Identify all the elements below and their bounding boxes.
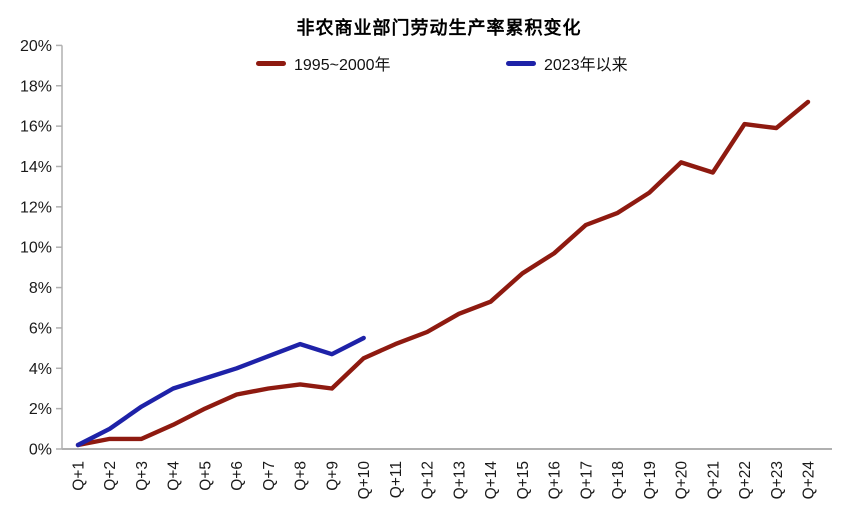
x-tick-label: Q+14 [483, 461, 500, 500]
y-tick-label: 10% [20, 240, 52, 257]
x-tick-label: Q+18 [610, 461, 627, 499]
legend-label-2023: 2023年以来 [544, 57, 628, 74]
legend-item-2023: 2023年以来 [506, 53, 628, 74]
x-tick-label: Q+3 [134, 461, 151, 491]
x-tick-label: Q+13 [451, 461, 468, 499]
x-tick-label: Q+19 [642, 461, 659, 499]
x-tick-label: Q+23 [769, 461, 786, 499]
legend-label-1995-2000: 1995~2000年 [294, 57, 391, 74]
x-tick-label: Q+5 [197, 461, 214, 491]
x-tick-label: Q+11 [388, 461, 405, 498]
x-tick-label: Q+2 [102, 461, 119, 491]
x-tick-label: Q+16 [547, 461, 564, 499]
x-tick-label: Q+22 [737, 461, 754, 499]
y-tick-label: 0% [29, 442, 52, 459]
x-tick-label: Q+21 [705, 461, 722, 499]
y-tick-label: 8% [29, 280, 52, 297]
chart-title: 非农商业部门劳动生产率累积变化 [296, 18, 582, 38]
y-tick-label: 14% [20, 159, 52, 176]
x-tick-label: Q+4 [166, 461, 183, 491]
y-tick-label: 20% [20, 38, 52, 55]
x-tick-label: Q+6 [229, 461, 246, 491]
x-tick-label: Q+20 [674, 461, 691, 500]
y-tick-label: 2% [29, 401, 52, 418]
y-tick-label: 18% [20, 78, 52, 95]
x-tick-label: Q+12 [420, 461, 437, 499]
y-tick-label: 6% [29, 320, 52, 337]
x-tick-label: Q+8 [293, 461, 310, 491]
series-line-1995-2000 [75, 99, 811, 448]
x-tick-label: Q+7 [261, 461, 278, 491]
y-tick-label: 4% [29, 361, 52, 378]
x-tick-label: Q+10 [356, 461, 373, 500]
series-line-2023 [75, 335, 366, 448]
x-tick-label: Q+1 [71, 461, 88, 491]
y-tick-label: 12% [20, 199, 52, 216]
x-tick-label: Q+17 [578, 461, 595, 499]
x-tick-label: Q+15 [515, 461, 532, 499]
legend-swatch-1995-2000 [256, 60, 286, 66]
legend-swatch-2023 [506, 60, 536, 66]
x-tick-label: Q+24 [801, 461, 818, 500]
legend-item-1995-2000: 1995~2000年 [256, 53, 391, 74]
y-tick-label: 16% [20, 119, 52, 136]
x-tick-label: Q+9 [324, 461, 341, 491]
